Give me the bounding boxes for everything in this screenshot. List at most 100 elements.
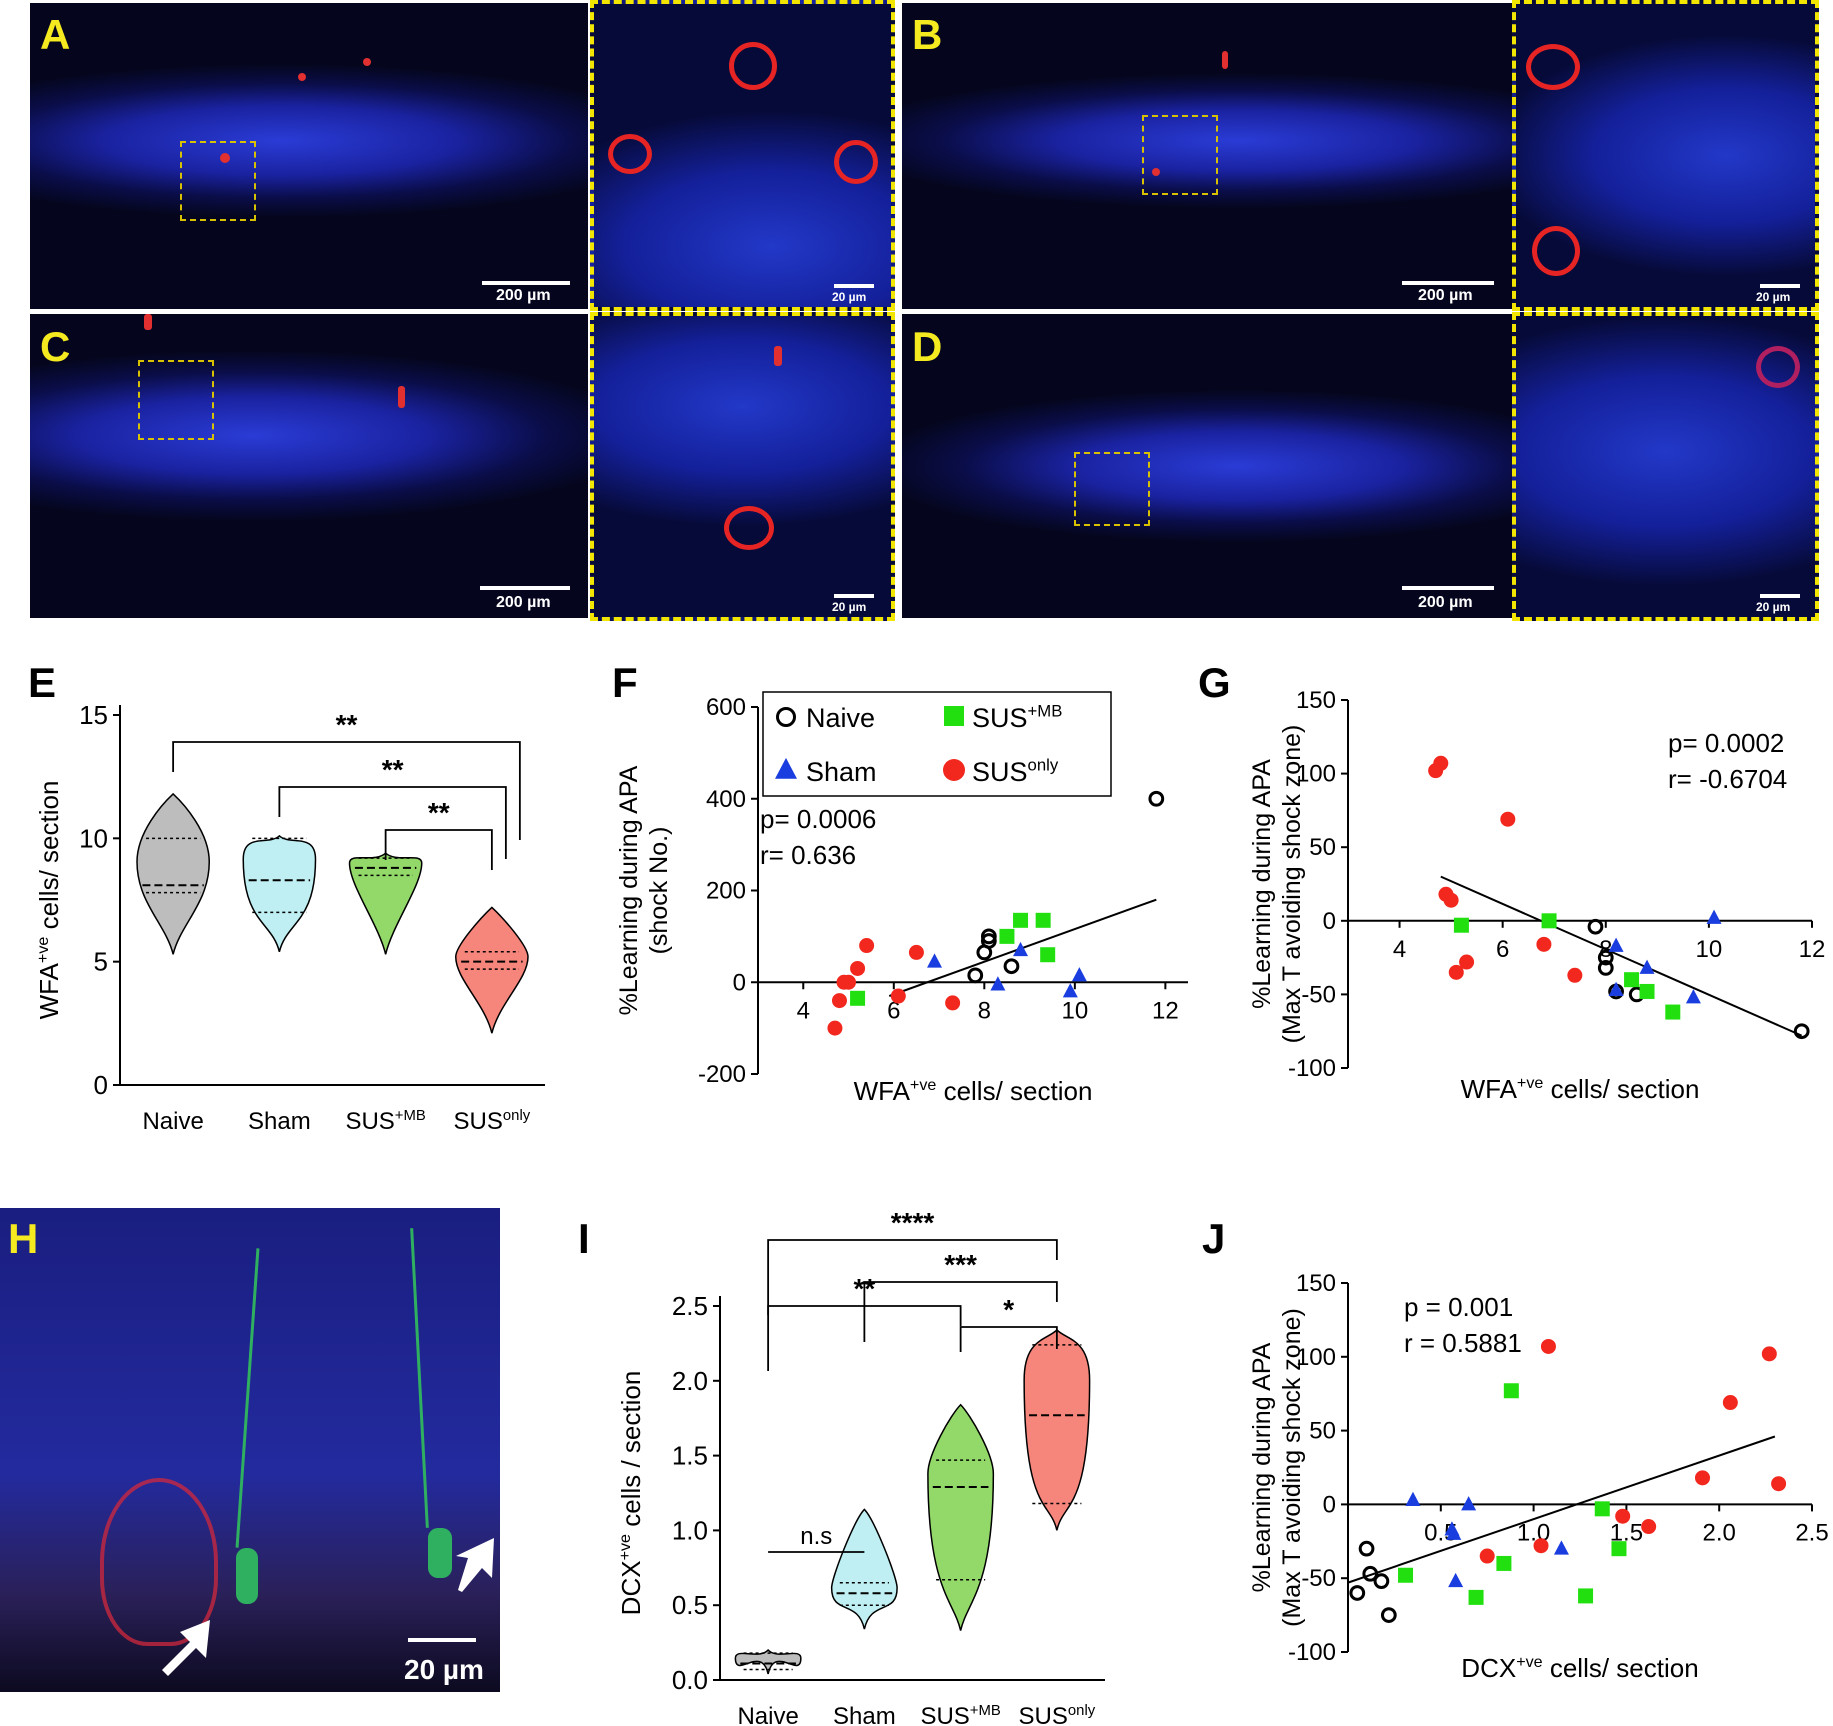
significance-bracket xyxy=(278,786,507,859)
violin-sham xyxy=(830,1508,898,1630)
panel-label-f: F xyxy=(612,659,638,706)
neuron-dendrite xyxy=(235,1248,260,1548)
significance-label: ** xyxy=(428,797,450,828)
cell-marker xyxy=(1756,346,1800,388)
y-tick-label: -50 xyxy=(1301,1565,1336,1592)
data-point-naive xyxy=(1373,1573,1390,1590)
arrow-icon xyxy=(456,1538,494,1592)
cell-marker xyxy=(298,73,306,81)
y-tick-label: 1.0 xyxy=(672,1515,708,1545)
cell-marker xyxy=(398,386,405,408)
y-tick-label: 100 xyxy=(1296,761,1336,788)
data-point-sham xyxy=(1685,989,1701,1004)
y-tick-label: 0 xyxy=(94,1070,108,1100)
x-axis-label: WFA+ve cells/ section xyxy=(854,1076,1093,1106)
regression-line xyxy=(1347,1435,1776,1584)
violin-naive xyxy=(136,792,211,955)
data-point-sham xyxy=(1071,967,1087,982)
scalebar-label: 20 µm xyxy=(1756,290,1791,304)
cell-marker xyxy=(1532,226,1580,276)
scalebar-label: 200 µm xyxy=(1418,287,1473,304)
y-axis-label-sub: (Max T avoiding shock zone) xyxy=(1278,1308,1306,1627)
data-point-sham xyxy=(1553,1540,1569,1555)
data-point-susonly xyxy=(859,938,875,954)
scalebar-line xyxy=(482,281,570,285)
micrograph-c-inset: 20 µm xyxy=(590,312,895,621)
y-tick-label: -100 xyxy=(1288,1639,1336,1666)
inset-box-c xyxy=(138,360,214,440)
micrograph-b-inset: 20 µm xyxy=(1512,0,1819,311)
data-point-susonly xyxy=(945,995,961,1011)
stat-r-value: r = 0.5881 xyxy=(1404,1328,1522,1358)
y-tick-label: -50 xyxy=(1301,981,1336,1008)
data-point-sham xyxy=(1608,937,1624,952)
legend-label-naive: Naive xyxy=(806,703,875,733)
x-category-label: Sham xyxy=(833,1703,896,1726)
significance-bracket xyxy=(959,1326,1058,1352)
significance-label: *** xyxy=(944,1249,977,1280)
data-point-susonly xyxy=(827,1020,843,1036)
data-point-sus-mb xyxy=(1453,917,1469,933)
x-tick-label: 2.0 xyxy=(1703,1519,1736,1546)
micrograph-d-inset: 20 µm xyxy=(1512,312,1819,621)
chart-g: -100-500501001504681012%Learning during … xyxy=(1248,687,1825,1104)
y-tick-label: 15 xyxy=(79,700,108,730)
significance-label: ** xyxy=(853,1273,875,1304)
stat-p-value: p = 0.001 xyxy=(1404,1292,1513,1322)
panel-label-g: G xyxy=(1198,659,1231,706)
data-point-sus-mb xyxy=(1398,1567,1414,1583)
data-point-sham xyxy=(1405,1491,1421,1506)
scalebar-label: 20 µm xyxy=(1756,600,1791,614)
violin-sus-mb xyxy=(927,1403,995,1631)
data-point-sham xyxy=(1461,1496,1477,1511)
chart-f: -200 0 200 400 600 4 6 8 10 12 %Learning during AP… xyxy=(615,691,1188,1106)
significance-bracket xyxy=(384,829,493,870)
panel-label-a: A xyxy=(40,11,71,58)
y-tick-label: 150 xyxy=(1296,687,1336,714)
panel-label-b: B xyxy=(912,11,943,58)
significance-label: n.s xyxy=(800,1523,832,1550)
data-point-susonly xyxy=(1722,1395,1738,1411)
x-tick-label: 8 xyxy=(978,997,991,1024)
data-point-sus-mb xyxy=(1040,947,1056,963)
y-axis-label: %Learning during APA xyxy=(1248,759,1276,1009)
data-point-sus-mb xyxy=(1468,1589,1484,1605)
x-tick-label: 4 xyxy=(797,997,810,1024)
x-category-label: SUS+MB xyxy=(920,1703,1000,1726)
data-point-susonly xyxy=(1433,755,1449,771)
data-point-sus-mb xyxy=(1541,913,1557,929)
y-tick-label: 2.0 xyxy=(672,1366,708,1396)
data-point-sus-mb xyxy=(1611,1541,1627,1557)
x-tick-label: 4 xyxy=(1393,936,1406,963)
y-tick-label: 2.5 xyxy=(672,1291,708,1321)
cell-marker xyxy=(729,42,777,90)
data-point-sus-mb xyxy=(1665,1004,1681,1020)
y-tick-label: 0.5 xyxy=(672,1590,708,1620)
x-axis-label: DCX+ve cells/ section xyxy=(1461,1653,1698,1683)
scalebar-label: 20 µm xyxy=(404,1654,484,1685)
data-point-naive xyxy=(1793,1023,1810,1040)
data-point-naive xyxy=(1148,790,1165,807)
data-point-sham xyxy=(927,953,943,968)
scalebar-line xyxy=(408,1638,476,1642)
panel-label-j: J xyxy=(1202,1215,1226,1262)
panel-label-i: I xyxy=(578,1215,590,1262)
data-point-susonly xyxy=(1443,892,1459,908)
scalebar-line xyxy=(1402,281,1494,285)
y-tick-label: 100 xyxy=(1296,1344,1336,1371)
cell-marker xyxy=(100,1478,218,1646)
y-tick-label: 150 xyxy=(1296,1270,1336,1297)
stat-p-value: p= 0.0006 xyxy=(760,804,876,834)
y-axis-label: WFA+ve cells/ section xyxy=(34,781,64,1020)
x-category-label: Naive xyxy=(142,1108,203,1135)
scalebar-line xyxy=(480,586,570,590)
data-point-sus-mb xyxy=(1578,1588,1594,1604)
legend-marker-naive xyxy=(776,707,796,727)
data-point-susonly xyxy=(1533,1538,1549,1554)
legend-box xyxy=(762,691,1112,797)
y-axis-label: DCX+ve cells / section xyxy=(616,1371,646,1616)
y-tick-label: 0 xyxy=(733,969,746,996)
data-point-naive xyxy=(1362,1565,1379,1582)
x-tick-label: 6 xyxy=(1496,936,1509,963)
data-point-sham xyxy=(990,976,1006,991)
